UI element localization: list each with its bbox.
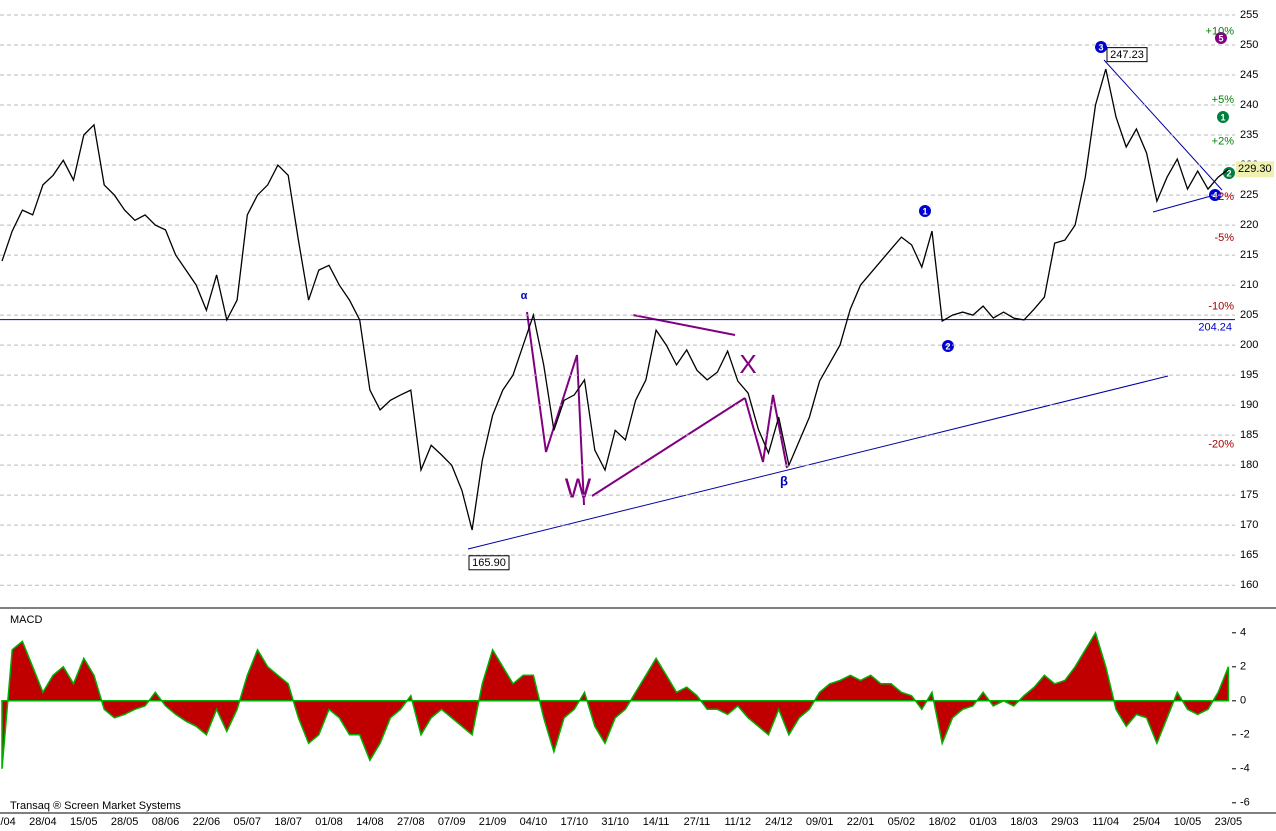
last-price-box [1236,161,1274,178]
wave-line [632,314,736,336]
y-tick-label: 205 [1240,309,1258,321]
y-tick-label: 175 [1240,489,1258,501]
wave-number: 1 [1220,112,1225,122]
macd-title: MACD [10,614,42,626]
y-tick-label: -2 [1240,729,1250,741]
wave-line [591,397,746,497]
x-tick-label: 18/02 [928,816,956,828]
wave-circles: 1 2 3 4 5 1 2 [919,32,1235,352]
y-tick-label: 250 [1240,39,1258,51]
x-tick-label: 23/05 [1215,816,1243,828]
x-tick-label: 28/05 [111,816,139,828]
wave-number: 2 [1226,168,1231,178]
y-tick-label: 240 [1240,99,1258,111]
wave-line [526,311,585,506]
x-tick-label: 18/07 [274,816,302,828]
x-tick-label: 17/10 [561,816,589,828]
percent-label: -5% [1214,232,1234,244]
trendline [1103,59,1223,191]
percent-label: -10% [1208,301,1234,313]
x-tick-label: 17/04 [0,816,16,828]
y-tick-label: 220 [1240,219,1258,231]
x-tick-label: 01/03 [969,816,997,828]
x-tick-label: 31/10 [601,816,629,828]
y-tick-label: 200 [1240,339,1258,351]
y-tick-label: 235 [1240,129,1258,141]
x-tick-label: 14/11 [643,816,670,828]
price-line [1,68,1229,531]
x-tick-label: 15/05 [70,816,98,828]
x-tick-label: 25/04 [1133,816,1161,828]
wave-circle [919,205,931,217]
wave-circle [942,340,954,352]
y-tick-label: 195 [1240,369,1258,381]
percent-label: +2% [1212,136,1235,148]
y-tick-label: 2 [1240,661,1246,673]
x-tick-label: 22/06 [193,816,221,828]
x-tick-label: 27/11 [684,816,711,828]
y-tick-label: 0 [1240,695,1246,707]
wave-label: W [565,472,592,503]
wave-circle [1215,32,1227,44]
wave-label: X [739,349,756,379]
x-tick-label: 29/03 [1051,816,1079,828]
y-tick-label: 4 [1240,627,1246,639]
y-tick-label: 170 [1240,519,1258,531]
y-tick-label: 185 [1240,429,1258,441]
x-tick-label: 11/04 [1092,816,1119,828]
percent-label: -2% [1214,191,1234,203]
y-tick-label: -4 [1240,763,1250,775]
macd-area [1,630,1230,769]
extreme-label: 247.23 [1110,49,1144,61]
y-tick-label: 190 [1240,399,1258,411]
x-tick-label: 27/08 [397,816,425,828]
wave-number: 1 [922,206,927,216]
y-tick-label: 180 [1240,459,1258,471]
last-price-label: 229.30 [1238,163,1272,175]
y-tick-label: 225 [1240,189,1258,201]
x-tick-label: 24/12 [765,816,793,828]
x-tick-label: 07/09 [438,816,466,828]
y-tick-label: 255 [1240,9,1258,21]
wave-circle [1095,41,1107,53]
wave-number: 5 [1218,33,1223,43]
percent-label: +5% [1212,94,1235,106]
wave-line [744,394,788,469]
y-tick-label: 215 [1240,249,1258,261]
x-tick-label: 09/01 [806,816,834,828]
extreme-label: 165.90 [472,557,506,569]
y-tick-label: 165 [1240,549,1258,561]
x-tick-label: 28/04 [29,816,57,828]
extreme-box [1106,47,1148,63]
x-tick-label: 22/01 [847,816,875,828]
y-tick-label: 245 [1240,69,1258,81]
x-tick-label: 18/03 [1010,816,1038,828]
x-tick-label: 05/07 [234,816,262,828]
x-tick-label: 10/05 [1174,816,1202,828]
wave-label: β [780,473,788,488]
y-tick-label: 210 [1240,279,1258,291]
x-tick-label: 08/06 [152,816,180,828]
wave-number: 2 [945,341,950,351]
x-tick-label: 04/10 [520,816,548,828]
x-tick-label: 14/08 [356,816,384,828]
x-tick-label: 01/08 [315,816,343,828]
x-tick-label: 05/02 [888,816,916,828]
x-tick-label: 21/09 [479,816,507,828]
extreme-box [468,555,510,571]
y-tick-label: 160 [1240,579,1258,591]
percent-label: -20% [1208,439,1234,451]
wave-number: 3 [1098,42,1103,52]
x-tick-label: 11/12 [724,816,751,828]
level-label: 204.24 [1198,322,1232,334]
y-tick-label: -6 [1240,797,1250,809]
percent-label: +10% [1206,26,1235,38]
wave-circle [1217,111,1229,123]
wave-circle [1223,167,1235,179]
footer: Transaq ® Screen Market Systems [10,800,181,812]
wave-label: α [521,290,528,302]
